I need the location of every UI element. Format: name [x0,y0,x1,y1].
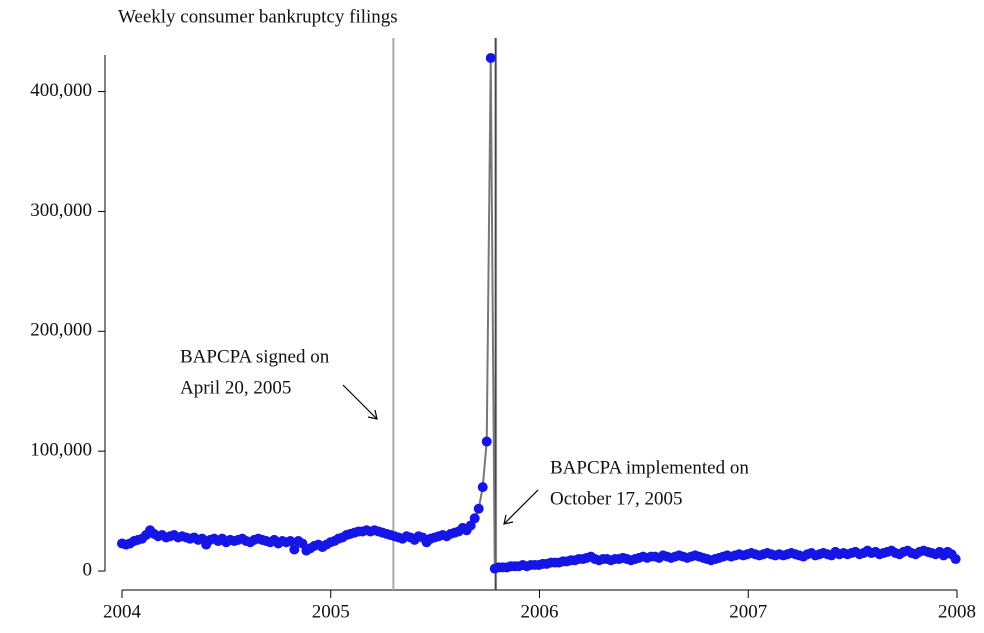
x-tick-label: 2005 [312,601,350,622]
data-point [473,503,484,514]
annotation: BAPCPA signed on [180,346,330,367]
data-point [485,52,496,63]
annotation: BAPCPA implemented on [550,457,749,478]
y-tick-label: 0 [83,559,93,580]
data-point [477,482,488,493]
data-point [285,536,296,547]
y-tick-label: 100,000 [30,440,92,461]
x-tick-label: 2008 [938,601,976,622]
y-tick-label: 400,000 [30,80,92,101]
annotation: October 17, 2005 [550,488,682,509]
series-line [121,57,957,570]
arrow [342,384,378,420]
arrow-head [367,409,378,420]
x-tick-label: 2007 [729,601,767,622]
arrow-head [503,514,514,525]
data-point [950,554,961,565]
annotation: April 20, 2005 [180,377,291,398]
y-tick-label: 200,000 [30,320,92,341]
x-tick-label: 2006 [521,601,559,622]
data-point [469,513,480,524]
y-tick-label: 300,000 [30,200,92,221]
x-tick-label: 2004 [103,601,142,622]
arrow [503,489,539,525]
data-point [481,436,492,447]
chart-title: Weekly consumer bankruptcy filings [118,6,398,27]
data-point [289,544,300,555]
